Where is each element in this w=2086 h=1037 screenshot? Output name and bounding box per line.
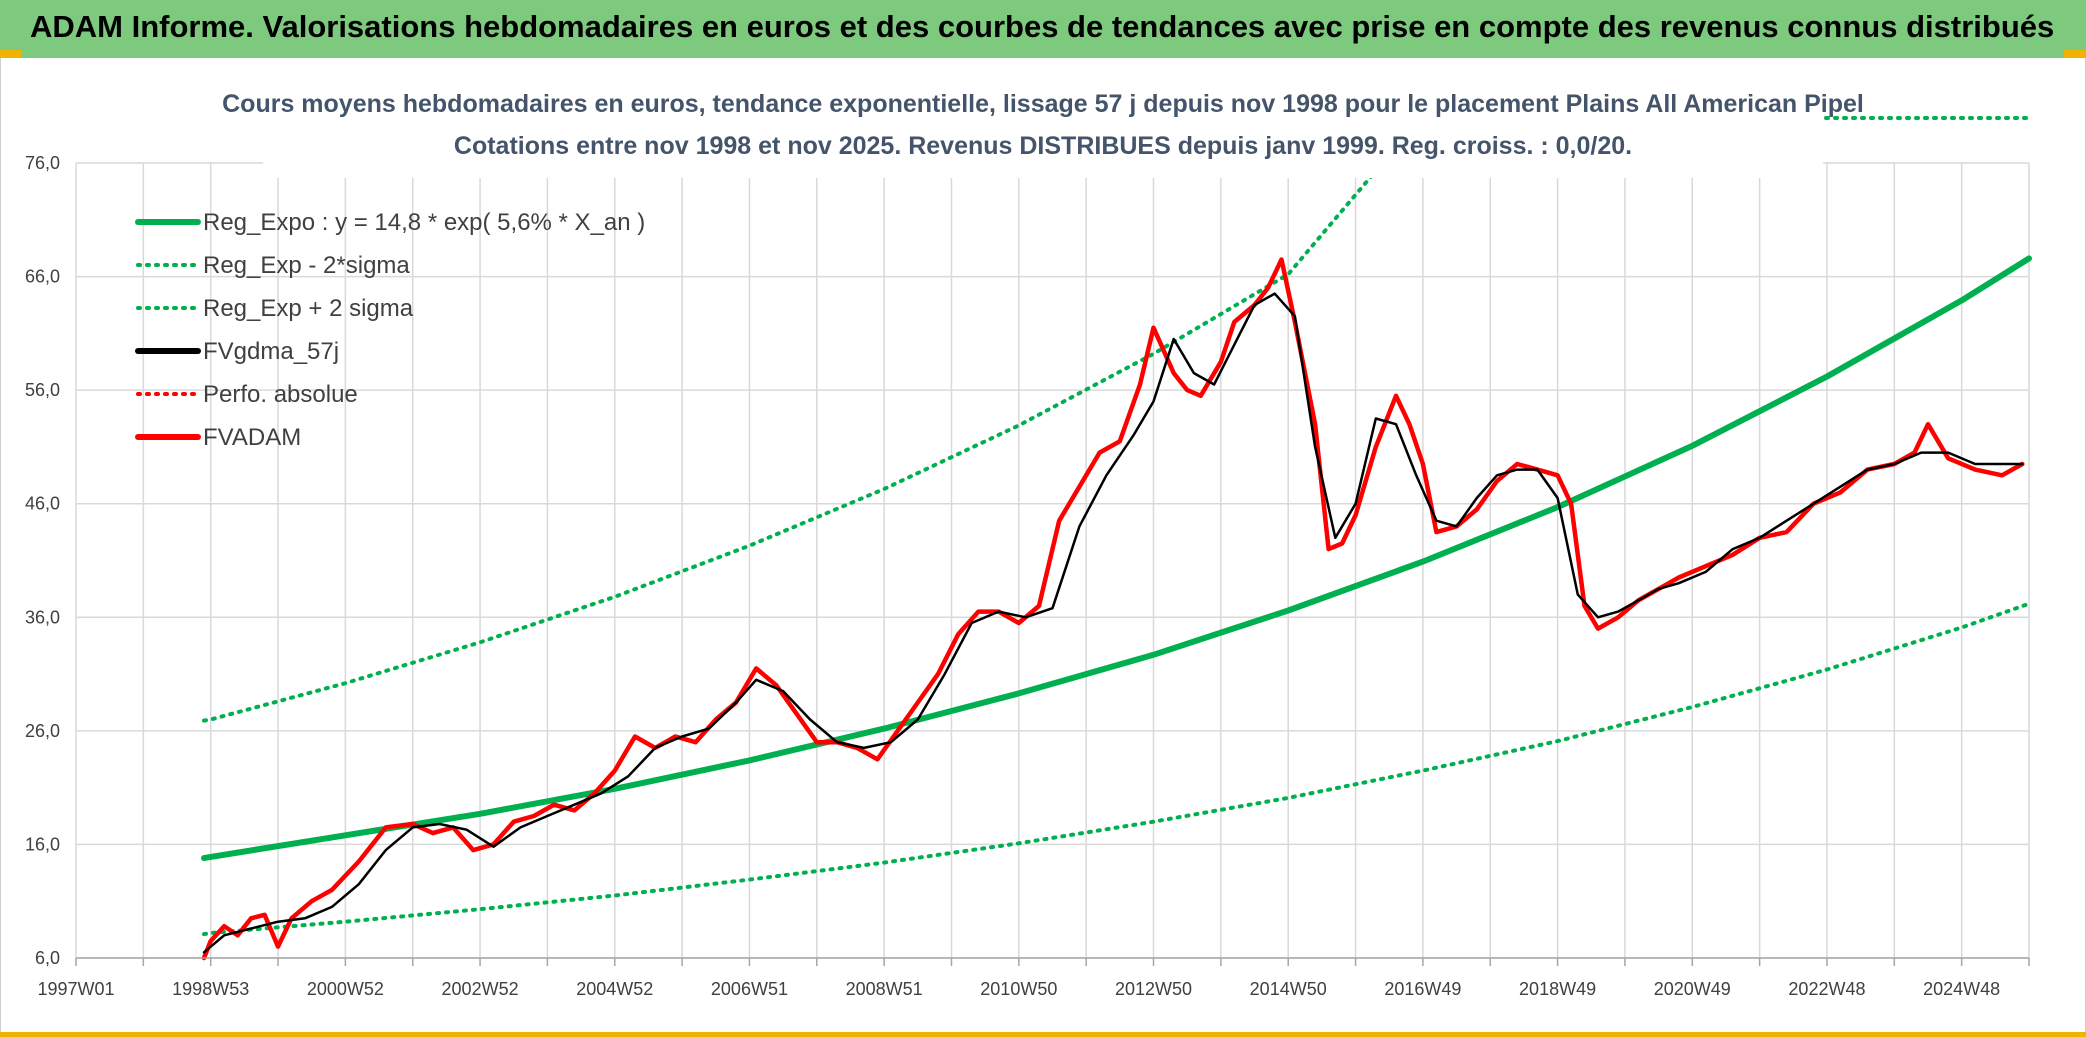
x-tick-label: 2002W52 (442, 979, 519, 999)
chart-title: Cours moyens hebdomadaires en euros, ten… (222, 90, 1864, 118)
series-fvadam (201, 257, 2025, 961)
x-tick-label: 2010W50 (980, 979, 1057, 999)
chart-axes: 6,0 16,0 26,0 36,0 46,0 56,0 66,0 76,0 1997W01 19… (25, 153, 2030, 999)
x-tick-label: 2004W52 (576, 979, 653, 999)
y-tick-label: 56,0 (25, 380, 60, 400)
y-tick-label: 16,0 (25, 834, 60, 854)
x-tick-label: 2016W49 (1384, 979, 1461, 999)
series-fvgdma-57j (202, 292, 2024, 954)
report-banner: ADAM Informe. Valorisations hebdomadaire… (0, 0, 2086, 58)
x-tick-label: 2024W48 (1923, 979, 2000, 999)
series-reg-minus-2sigma (202, 601, 2031, 937)
y-tick-label: 46,0 (25, 494, 60, 514)
line-chart: 6,0 16,0 26,0 36,0 46,0 56,0 66,0 76,0 1997W01 19… (25, 82, 2032, 999)
x-tick-label: 1998W53 (172, 979, 249, 999)
y-tick-label: 66,0 (25, 267, 60, 287)
x-tick-label: 2018W49 (1519, 979, 1596, 999)
bottom-accent-strip (0, 1032, 2086, 1037)
y-tick-label: 26,0 (25, 721, 60, 741)
series-reg-plus-2sigma (202, 161, 1385, 723)
x-tick-label: 2012W50 (1115, 979, 1192, 999)
chart-series (201, 116, 2032, 961)
banner-corner-right (2064, 50, 2086, 58)
banner-corner-left (0, 50, 22, 58)
x-tick-label: 2014W50 (1250, 979, 1327, 999)
legend-label: FVADAM (203, 424, 301, 451)
x-tick-label: 2008W51 (846, 979, 923, 999)
legend-label: Reg_Expo : y = 14,8 * exp( 5,6% * X_an ) (203, 209, 645, 236)
chart-subtitle: Cotations entre nov 1998 et nov 2025. Re… (454, 132, 1632, 160)
x-tick-label: 2006W51 (711, 979, 788, 999)
legend-label: Reg_Exp + 2 sigma (203, 295, 414, 322)
legend-label: Reg_Exp - 2*sigma (203, 252, 410, 279)
x-tick-label: 2000W52 (307, 979, 384, 999)
series-reg-expo (201, 255, 2032, 862)
chart-area: 6,0 16,0 26,0 36,0 46,0 56,0 66,0 76,0 1997W01 19… (0, 58, 2086, 1036)
x-tick-label: 2020W49 (1654, 979, 1731, 999)
y-tick-label: 6,0 (35, 948, 60, 968)
report-title: ADAM Informe. Valorisations hebdomadaire… (30, 9, 2055, 44)
y-tick-label: 36,0 (25, 607, 60, 627)
legend-label: Perfo. absolue (203, 381, 358, 408)
title-background (263, 82, 1823, 178)
y-tick-label: 76,0 (25, 153, 60, 173)
chart-legend: Reg_Expo : y = 14,8 * exp( 5,6% * X_an )… (135, 209, 645, 451)
x-tick-label: 2022W48 (1788, 979, 1865, 999)
legend-label: FVgdma_57j (203, 338, 339, 365)
x-tick-label: 1997W01 (37, 979, 114, 999)
